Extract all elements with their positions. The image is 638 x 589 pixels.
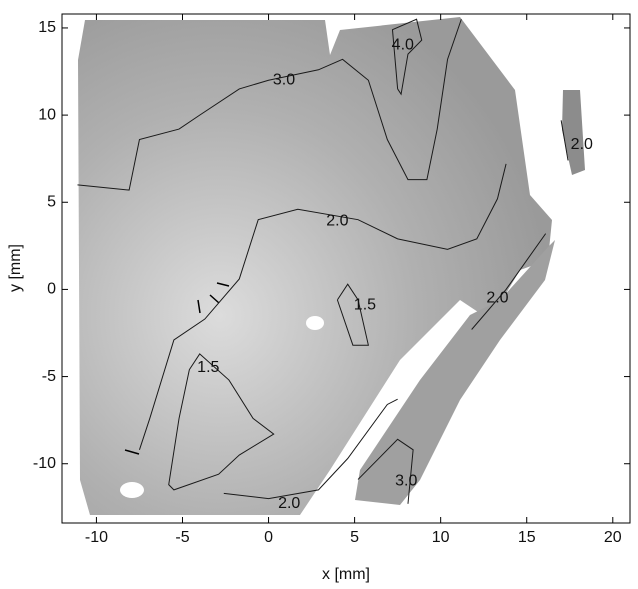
contour-label: 2.0 (278, 495, 300, 512)
x-tick-label: 10 (432, 529, 450, 546)
x-tick-label: 15 (518, 529, 536, 546)
x-axis-label: x [mm] (322, 566, 370, 583)
x-tick-label: 5 (350, 529, 359, 546)
y-tick-label: 10 (38, 106, 56, 123)
contour-label: 2.0 (571, 136, 593, 153)
image-hole (120, 482, 144, 498)
contour-label: 3.0 (395, 472, 417, 489)
x-tick-label: 20 (604, 529, 622, 546)
y-tick-label: 15 (38, 19, 56, 36)
y-axis-label: y [mm] (7, 244, 24, 292)
y-tick-label: 0 (47, 281, 56, 298)
y-tick-label: 5 (47, 193, 56, 210)
x-tick-label: -10 (85, 529, 108, 546)
contour-label: 2.0 (486, 289, 508, 306)
x-tick-label: -5 (175, 529, 189, 546)
contour-label: 1.5 (197, 359, 219, 376)
contour-label: 1.5 (354, 296, 376, 313)
contour-label: 4.0 (392, 37, 414, 54)
contour-label: 2.0 (326, 213, 348, 230)
contour-label: 3.0 (273, 71, 295, 88)
x-tick-label: 0 (264, 529, 273, 546)
chart: x [mm] y [mm] -10 -5 0 5 10 15 20 -10 -5 0 5 10 15 3.… (0, 0, 638, 584)
image-hole (306, 316, 324, 330)
y-tick-label: -5 (42, 368, 56, 385)
y-tick-label: -10 (33, 455, 56, 472)
